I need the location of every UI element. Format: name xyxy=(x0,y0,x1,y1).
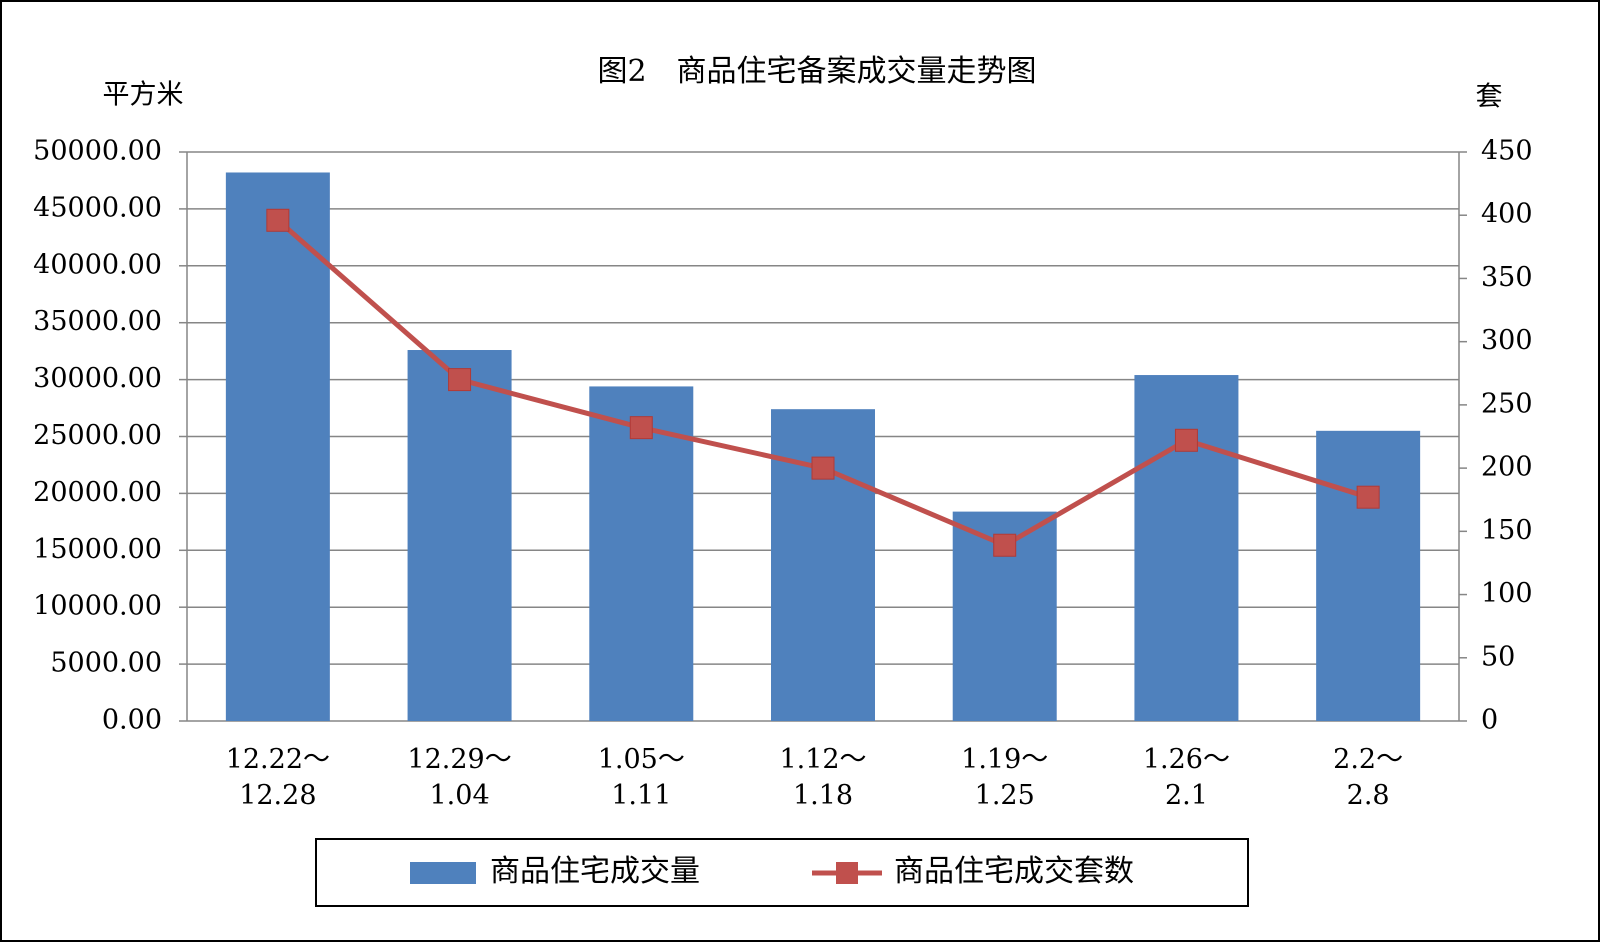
x-tick-label: 1.12～ 1.18 xyxy=(779,744,866,811)
line-marker xyxy=(1174,428,1198,452)
legend-label: 商品住宅成交量 xyxy=(490,854,700,889)
x-tick-label: 12.29～ 1.04 xyxy=(407,744,511,811)
y-tick-label: 50000.00 xyxy=(33,136,162,167)
y-tick-label: 0.00 xyxy=(102,705,162,736)
bar xyxy=(1134,375,1239,721)
legend-label: 商品住宅成交套数 xyxy=(894,854,1134,889)
line-marker xyxy=(266,208,290,232)
x-tick-label: 12.22～ 12.28 xyxy=(226,744,330,811)
x-tick-label: 2.2～ 2.8 xyxy=(1333,744,1403,811)
y2-axis-label: 套 xyxy=(1476,82,1503,113)
line-marker xyxy=(1356,485,1380,509)
bar xyxy=(589,386,694,721)
y2-tick-label: 0 xyxy=(1481,705,1498,736)
y2-tick-label: 300 xyxy=(1481,325,1533,356)
y2-tick-label: 100 xyxy=(1481,578,1533,609)
chart-title: 图2 商品住宅备案成交量走势图 xyxy=(597,54,1036,89)
line-marker xyxy=(811,456,835,480)
y-tick-label: 45000.00 xyxy=(33,192,162,223)
legend-swatch xyxy=(410,862,476,884)
bar xyxy=(771,409,875,721)
y-tick-label: 25000.00 xyxy=(33,420,162,451)
legend-swatch xyxy=(836,862,858,884)
bar xyxy=(225,172,330,721)
y2-tick-label: 450 xyxy=(1481,136,1533,167)
y-tick-label: 35000.00 xyxy=(33,306,162,337)
y2-tick-label: 50 xyxy=(1481,641,1515,672)
y-tick-label: 40000.00 xyxy=(33,249,162,280)
y2-tick-label: 350 xyxy=(1481,262,1533,293)
y2-tick-label: 150 xyxy=(1481,515,1533,546)
x-tick-label: 1.26～ 2.1 xyxy=(1143,744,1230,811)
y2-tick-label: 250 xyxy=(1481,388,1533,419)
y-tick-label: 5000.00 xyxy=(50,648,162,679)
y-tick-label: 10000.00 xyxy=(33,591,162,622)
line-marker xyxy=(629,416,653,440)
x-tick-label: 1.05～ 1.11 xyxy=(598,744,685,811)
bar xyxy=(1316,430,1421,721)
bar xyxy=(407,350,512,721)
line-marker xyxy=(993,533,1017,557)
y-tick-label: 30000.00 xyxy=(33,363,162,394)
y-tick-label: 20000.00 xyxy=(33,477,162,508)
y-tick-label: 15000.00 xyxy=(33,534,162,565)
y2-tick-label: 200 xyxy=(1481,452,1533,483)
y-axis-label: 平方米 xyxy=(103,80,184,111)
line-marker xyxy=(448,368,472,392)
y2-tick-label: 400 xyxy=(1481,199,1533,230)
x-tick-label: 1.19～ 1.25 xyxy=(961,744,1048,811)
